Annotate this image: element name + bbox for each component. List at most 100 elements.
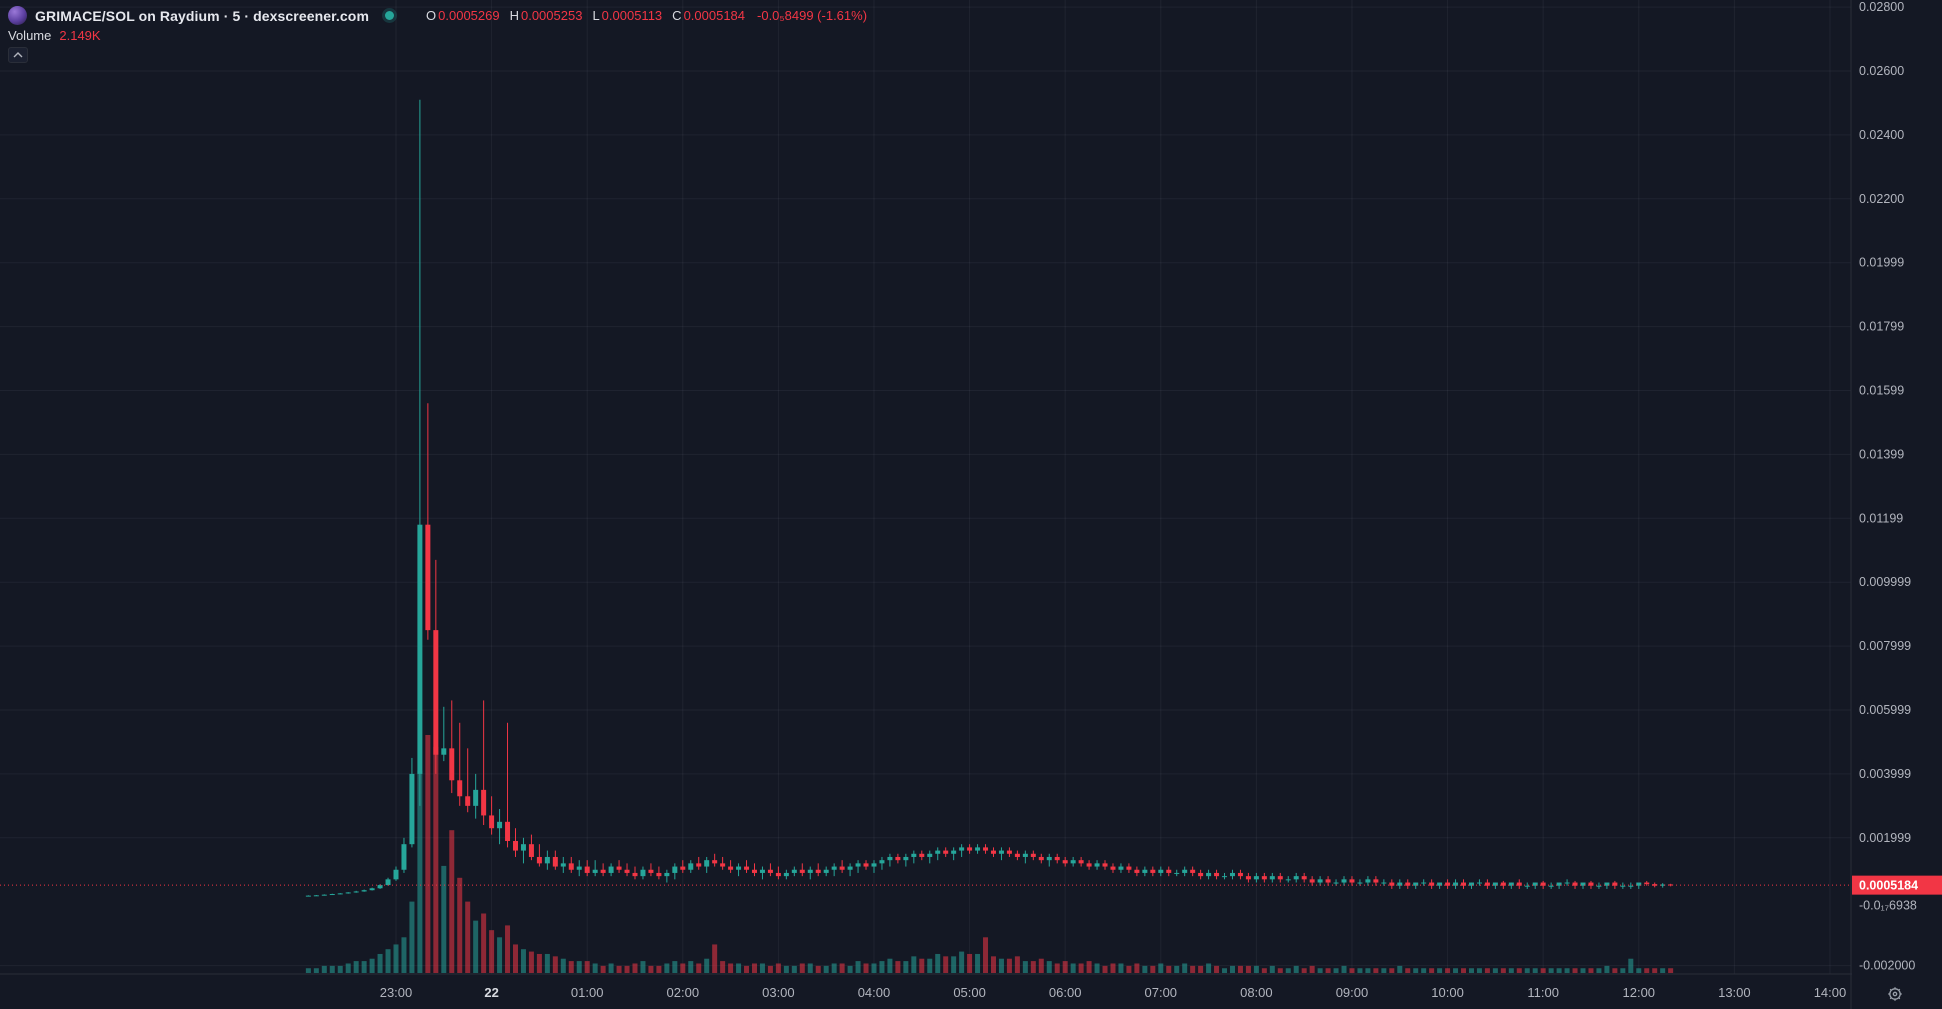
candle-body[interactable] (1309, 879, 1315, 883)
candle-body[interactable] (1301, 876, 1307, 880)
candle-body[interactable] (457, 780, 463, 797)
candle-body[interactable] (895, 856, 901, 861)
candle-body[interactable] (1110, 866, 1116, 870)
candle-body[interactable] (1636, 882, 1642, 886)
candle-body[interactable] (465, 796, 471, 806)
candle-body[interactable] (990, 850, 996, 854)
time-tick-label[interactable]: 02:00 (667, 985, 700, 1000)
candle-body[interactable] (409, 773, 415, 845)
candle-body[interactable] (1644, 882, 1650, 885)
candle-body[interactable] (1373, 879, 1379, 883)
candle-body[interactable] (1182, 869, 1188, 873)
candle-body[interactable] (1317, 879, 1323, 883)
time-tick-label[interactable]: 13:00 (1718, 985, 1751, 1000)
candle-body[interactable] (489, 815, 495, 829)
candle-body[interactable] (1126, 866, 1132, 870)
time-tick-label[interactable]: 09:00 (1336, 985, 1369, 1000)
candle-body[interactable] (1269, 876, 1275, 880)
candle-body[interactable] (528, 844, 534, 857)
candle-body[interactable] (345, 892, 351, 894)
candle-body[interactable] (481, 789, 487, 816)
time-tick-label[interactable]: 14:00 (1814, 985, 1847, 1000)
candle-body[interactable] (1102, 863, 1108, 867)
candle-body[interactable] (1006, 850, 1012, 854)
candle-body[interactable] (1150, 869, 1156, 873)
candle-body[interactable] (656, 872, 662, 877)
candle-body[interactable] (1174, 872, 1180, 874)
candle-body[interactable] (361, 890, 367, 892)
candle-body[interactable] (911, 853, 917, 857)
candle-body[interactable] (783, 872, 789, 877)
candle-body[interactable] (744, 866, 750, 870)
candle-body[interactable] (903, 856, 909, 861)
candle-body[interactable] (943, 850, 949, 854)
candle-body[interactable] (1437, 882, 1443, 886)
candle-body[interactable] (1620, 885, 1626, 887)
candle-body[interactable] (1429, 882, 1435, 886)
candle-body[interactable] (520, 844, 526, 851)
time-tick-label[interactable]: 11:00 (1527, 985, 1559, 1000)
axis-settings-button[interactable] (1886, 985, 1904, 1003)
candle-body[interactable] (927, 853, 933, 857)
candle-body[interactable] (552, 856, 558, 867)
candle-body[interactable] (1190, 869, 1196, 873)
candle-body[interactable] (815, 869, 821, 873)
candle-body[interactable] (823, 869, 829, 873)
candle-body[interactable] (512, 840, 518, 851)
candle-body[interactable] (1014, 853, 1020, 857)
candle-body[interactable] (305, 895, 311, 897)
candle-body[interactable] (879, 860, 885, 864)
candle-body[interactable] (1086, 863, 1092, 867)
candle-body[interactable] (1333, 882, 1339, 884)
candle-body[interactable] (1357, 882, 1363, 884)
candle-body[interactable] (807, 869, 813, 873)
candle-body[interactable] (592, 869, 598, 873)
candle-body[interactable] (1596, 885, 1602, 887)
candle-body[interactable] (1453, 882, 1459, 886)
candle-body[interactable] (1532, 882, 1538, 886)
candle-body[interactable] (1134, 869, 1140, 873)
candle-body[interactable] (1413, 882, 1419, 886)
candle-body[interactable] (799, 869, 805, 873)
candle-body[interactable] (1214, 872, 1220, 877)
time-tick-label[interactable]: 06:00 (1049, 985, 1082, 1000)
collapse-panel-button[interactable] (8, 47, 28, 63)
candle-body[interactable] (1158, 869, 1164, 873)
candle-body[interactable] (1580, 882, 1586, 886)
candle-body[interactable] (1524, 885, 1530, 887)
candle-body[interactable] (712, 860, 718, 864)
candle-body[interactable] (369, 888, 375, 891)
candle-body[interactable] (600, 869, 606, 873)
time-tick-label[interactable]: 01:00 (571, 985, 604, 1000)
candle-body[interactable] (568, 863, 574, 870)
candle-body[interactable] (1381, 882, 1387, 884)
candle-body[interactable] (648, 869, 654, 873)
candle-body[interactable] (951, 850, 957, 854)
candle-body[interactable] (473, 789, 479, 806)
candle-body[interactable] (353, 891, 359, 893)
candle-body[interactable] (1468, 882, 1474, 886)
current-price-tag[interactable] (1852, 875, 1942, 895)
candle-body[interactable] (1405, 882, 1411, 886)
candle-body[interactable] (1237, 872, 1243, 877)
candle-body[interactable] (1556, 882, 1562, 886)
candle-body[interactable] (1245, 876, 1251, 880)
candle-body[interactable] (393, 869, 399, 880)
candle-body[interactable] (1198, 872, 1204, 877)
candle-body[interactable] (1038, 856, 1044, 861)
candle-body[interactable] (1222, 876, 1228, 878)
candle-body[interactable] (1349, 879, 1355, 883)
candle-body[interactable] (1206, 872, 1212, 877)
candle-body[interactable] (560, 863, 566, 867)
candle-body[interactable] (1054, 856, 1060, 861)
time-tick-label[interactable]: 10:00 (1431, 985, 1464, 1000)
symbol-title[interactable]: GRIMACE/SOL on Raydium · 5 · dexscreener… (35, 7, 370, 24)
candle-body[interactable] (1078, 860, 1084, 864)
candle-body[interactable] (975, 847, 981, 851)
candle-body[interactable] (1325, 879, 1331, 883)
price-axis[interactable] (1852, 0, 1942, 1009)
candle-body[interactable] (967, 847, 973, 851)
time-tick-label[interactable]: 23:00 (380, 985, 413, 1000)
candle-body[interactable] (696, 863, 702, 867)
